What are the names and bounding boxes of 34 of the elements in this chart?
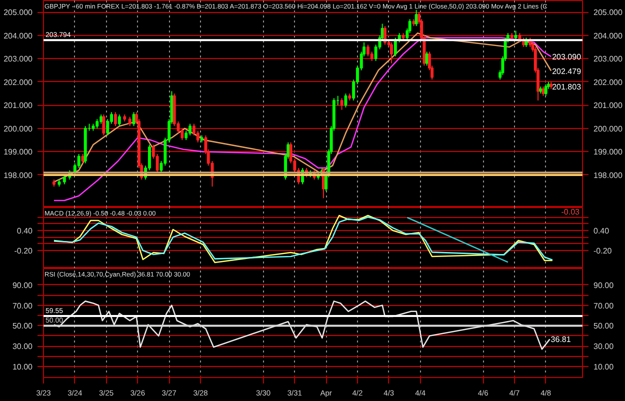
y-tick-label: 205.000 bbox=[594, 8, 623, 18]
text: 200.000 bbox=[4, 124, 33, 134]
y-tick-label: 10.00 bbox=[594, 362, 614, 372]
y-tick-label: 90.00 bbox=[594, 280, 614, 290]
y-tick-label: 204.000 bbox=[594, 31, 623, 40]
text: -0.20 bbox=[14, 246, 32, 256]
y-tick-label: 0.40 bbox=[594, 226, 610, 236]
y-tick-label: 199.000 bbox=[594, 148, 623, 157]
text: 205.000 bbox=[4, 8, 33, 18]
text: 70.00 bbox=[12, 301, 33, 310]
y-tick-label: 50.00 bbox=[594, 322, 614, 331]
annotation: 201.803 bbox=[552, 82, 582, 92]
text: 201.000 bbox=[4, 101, 33, 110]
y-tick-label: -0.20 bbox=[594, 246, 612, 256]
y-tick-label: 201.000 bbox=[594, 101, 623, 110]
y-tick-label: 198.000 bbox=[594, 170, 623, 180]
annotation: 36.81 bbox=[550, 335, 572, 344]
annotation: -0.03 bbox=[561, 208, 580, 216]
text: 199.000 bbox=[4, 148, 33, 157]
text: 0.40 bbox=[16, 226, 33, 236]
y-tick-label: 203.000 bbox=[594, 54, 623, 64]
text: 204.000 bbox=[4, 31, 33, 40]
text: 203.000 bbox=[4, 54, 33, 64]
text: 10.00 bbox=[12, 362, 33, 372]
text: 90.00 bbox=[12, 280, 33, 290]
text: 198.000 bbox=[4, 170, 33, 180]
annotation: 202.479 bbox=[552, 66, 582, 76]
y-tick-label: 70.00 bbox=[594, 301, 614, 310]
y-tick-label: 30.00 bbox=[594, 342, 614, 352]
text: 30.00 bbox=[12, 342, 33, 352]
y-tick-label: 200.000 bbox=[594, 124, 623, 134]
text: 50.00 bbox=[12, 322, 33, 331]
text: 202.000 bbox=[4, 78, 33, 87]
y-tick-label: 202.000 bbox=[594, 78, 623, 87]
